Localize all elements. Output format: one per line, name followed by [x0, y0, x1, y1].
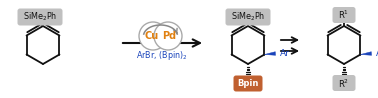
Circle shape: [139, 22, 167, 50]
Text: SiMe$_2$Ph: SiMe$_2$Ph: [231, 11, 265, 23]
FancyBboxPatch shape: [333, 7, 355, 23]
Circle shape: [154, 22, 182, 50]
Text: Ar: Ar: [375, 49, 378, 58]
Text: Bpin: Bpin: [237, 79, 259, 88]
Text: R$^2$: R$^2$: [338, 77, 350, 90]
Text: Ar: Ar: [279, 49, 289, 58]
FancyBboxPatch shape: [226, 9, 271, 25]
Text: Pd: Pd: [162, 31, 176, 41]
Text: Cu: Cu: [145, 31, 159, 41]
FancyBboxPatch shape: [17, 9, 62, 25]
FancyBboxPatch shape: [333, 75, 355, 91]
Text: SiMe$_2$Ph: SiMe$_2$Ph: [23, 11, 57, 23]
Text: R$^1$: R$^1$: [338, 9, 350, 21]
Polygon shape: [265, 52, 276, 55]
Text: ArBr, (Bpin)$_2$: ArBr, (Bpin)$_2$: [136, 49, 188, 62]
Polygon shape: [361, 52, 372, 55]
FancyBboxPatch shape: [234, 75, 262, 92]
